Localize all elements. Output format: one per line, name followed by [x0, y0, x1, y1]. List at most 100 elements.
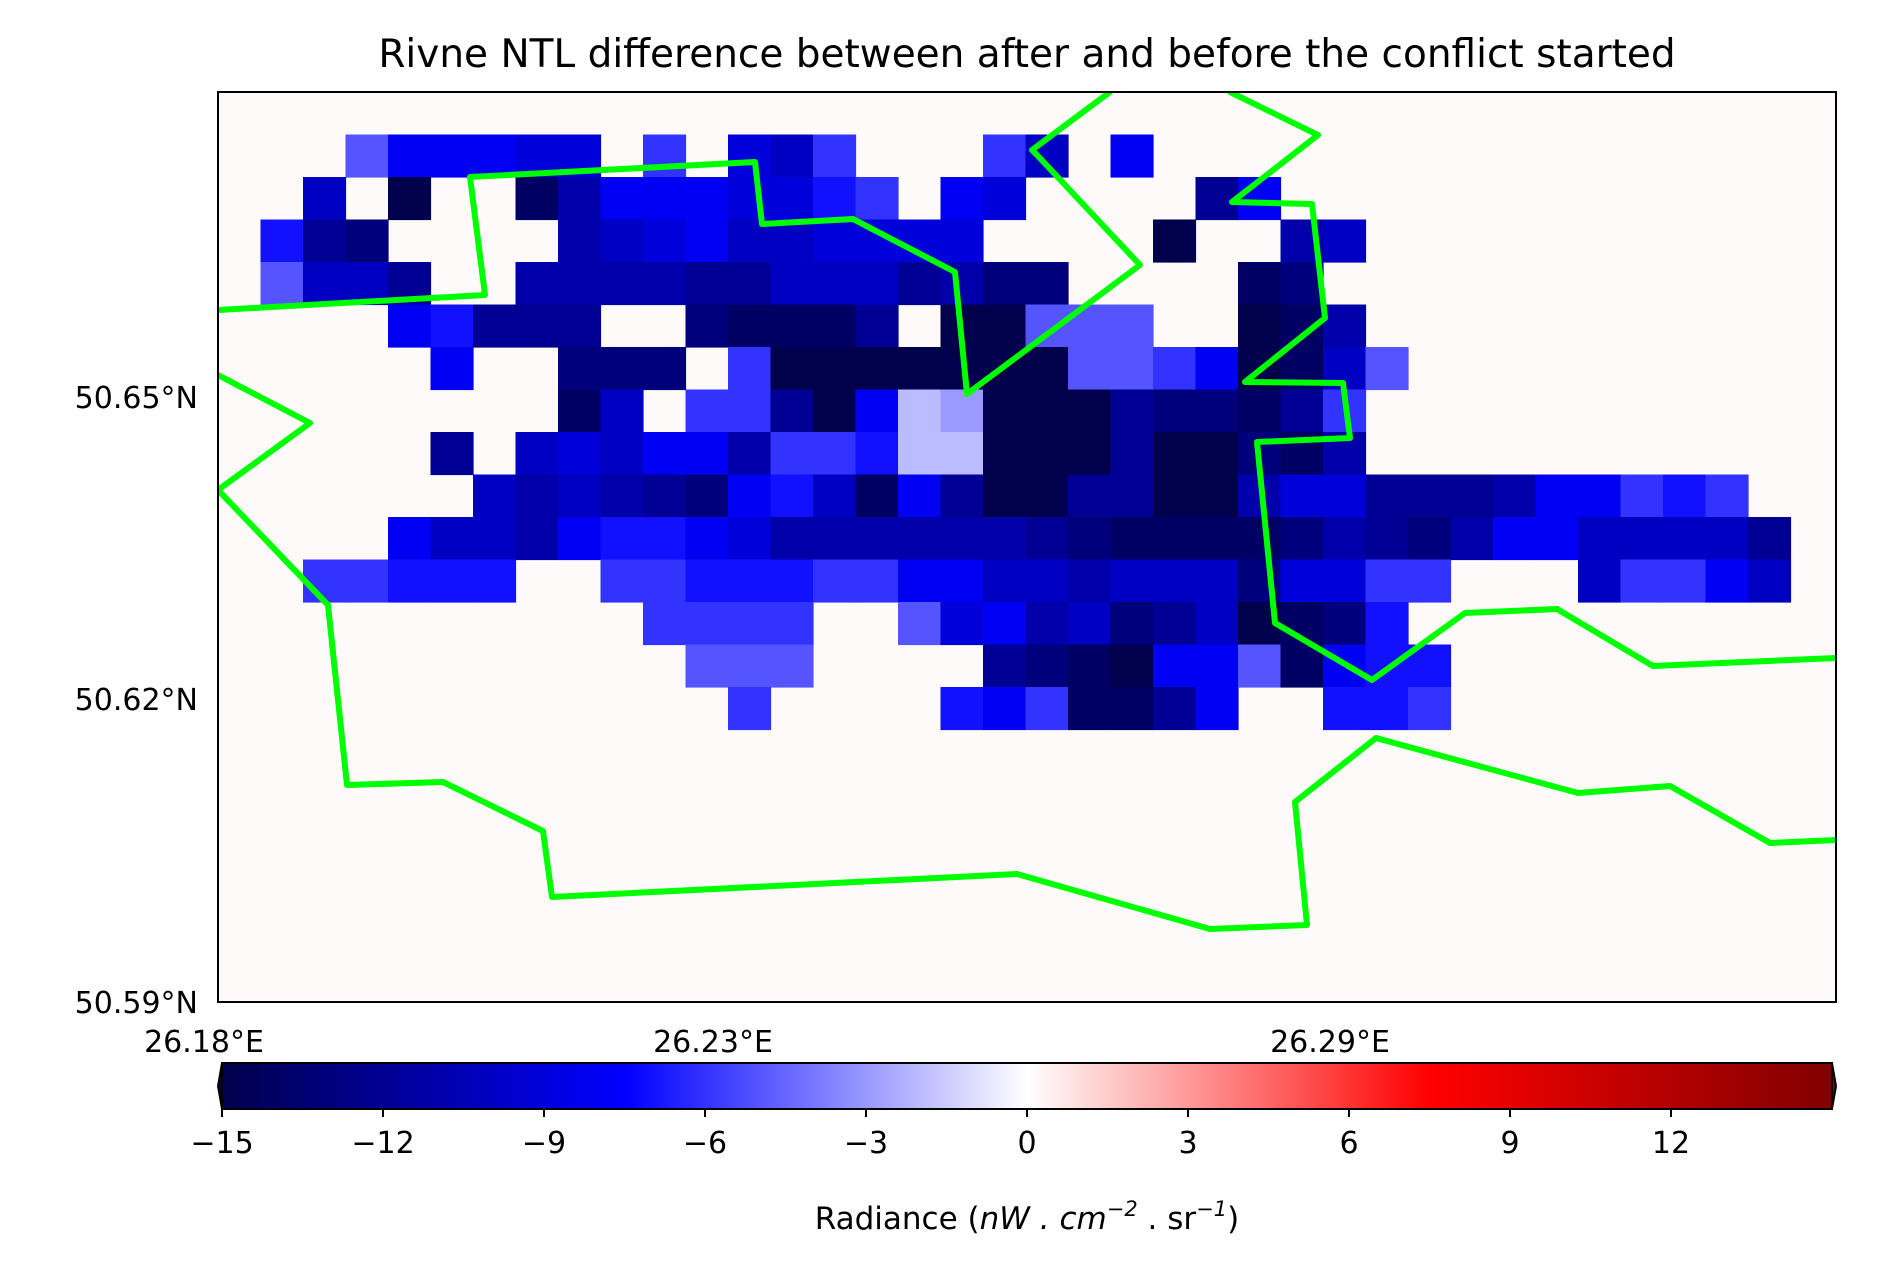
radiance-pixel: [1110, 644, 1154, 688]
radiance-pixel: [1025, 262, 1069, 306]
radiance-pixel: [1620, 474, 1664, 518]
radiance-pixel: [813, 219, 857, 263]
radiance-pixel: [855, 304, 899, 348]
radiance-pixel: [1280, 474, 1324, 518]
radiance-pixel: [388, 304, 432, 348]
radiance-pixel: [685, 177, 729, 221]
radiance-pixel: [1705, 474, 1749, 518]
radiance-pixel: [940, 219, 984, 263]
radiance-pixel: [685, 389, 729, 433]
radiance-pixel: [643, 474, 687, 518]
radiance-pixel: [303, 559, 347, 603]
radiance-pixel: [643, 559, 687, 603]
radiance-pixel: [600, 517, 644, 561]
radiance-pixel: [1578, 474, 1622, 518]
radiance-pixel: [1408, 687, 1452, 731]
radiance-pixel: [1110, 474, 1154, 518]
radiance-pixel: [1450, 474, 1494, 518]
colorbar: −15 −12 −9 −6 −3 0 3 6 9 12 Radiance (nW . cm−2 .…: [190, 1062, 1838, 1237]
radiance-pixel: [430, 432, 474, 476]
radiance-pixel: [685, 219, 729, 263]
radiance-pixel: [728, 517, 772, 561]
radiance-pixel: [558, 474, 602, 518]
radiance-pixel: [813, 432, 857, 476]
radiance-pixel: [855, 432, 899, 476]
radiance-pixel: [898, 602, 942, 646]
radiance-pixel: [770, 177, 814, 221]
radiance-pixel: [1195, 474, 1239, 518]
radiance-pixel: [1110, 134, 1154, 178]
radiance-pixel: [983, 389, 1027, 433]
radiance-pixel: [1450, 517, 1494, 561]
radiance-pixel: [1068, 517, 1112, 561]
radiance-pixel: [1578, 559, 1622, 603]
radiance-pixel: [1195, 559, 1239, 603]
radiance-pixel: [600, 262, 644, 306]
radiance-pixel: [1110, 602, 1154, 646]
radiance-pixel: [1153, 687, 1197, 731]
radiance-pixel: [600, 389, 644, 433]
radiance-pixel: [430, 304, 474, 348]
radiance-pixel: [898, 389, 942, 433]
radiance-pixel: [303, 177, 347, 221]
radiance-pixel: [1025, 602, 1069, 646]
radiance-pixel: [1535, 474, 1579, 518]
radiance-pixel: [1408, 559, 1452, 603]
radiance-pixel: [728, 347, 772, 391]
radiance-pixel: [940, 602, 984, 646]
radiance-pixel: [728, 474, 772, 518]
colorbar-tick-label: 6: [1339, 1126, 1358, 1161]
radiance-pixel: [303, 219, 347, 263]
radiance-pixel: [813, 559, 857, 603]
radiance-pixel: [1238, 304, 1282, 348]
radiance-pixel: [1153, 432, 1197, 476]
colorbar-label-mid: . sr: [1138, 1201, 1197, 1237]
radiance-pixel: [643, 177, 687, 221]
radiance-pixel: [685, 559, 729, 603]
radiance-pixel: [770, 602, 814, 646]
radiance-pixel: [1323, 474, 1367, 518]
radiance-pixel: [1153, 219, 1197, 263]
radiance-pixel: [1153, 347, 1197, 391]
radiance-pixel: [558, 432, 602, 476]
radiance-pixel: [1748, 517, 1792, 561]
radiance-pixel: [813, 347, 857, 391]
radiance-pixel: [898, 474, 942, 518]
radiance-pixel: [728, 432, 772, 476]
city-boundary-northwest: [218, 92, 1143, 397]
radiance-pixel: [345, 219, 389, 263]
radiance-pixel: [728, 389, 772, 433]
radiance-pixel: [940, 432, 984, 476]
radiance-pixel: [1153, 517, 1197, 561]
radiance-pixel: [983, 304, 1027, 348]
radiance-pixel: [643, 134, 687, 178]
radiance-pixel: [983, 432, 1027, 476]
radiance-pixel: [1153, 644, 1197, 688]
radiance-pixel: [558, 389, 602, 433]
radiance-pixel: [855, 347, 899, 391]
radiance-pixel: [1280, 644, 1324, 688]
radiance-pixel: [685, 474, 729, 518]
radiance-pixel: [1620, 517, 1664, 561]
radiance-pixel: [388, 517, 432, 561]
colorbar-label-suffix: ): [1227, 1201, 1239, 1237]
radiance-pixel: [1238, 644, 1282, 688]
radiance-pixel: [643, 517, 687, 561]
radiance-pixel: [430, 134, 474, 178]
radiance-pixel: [983, 559, 1027, 603]
radiance-pixel: [728, 602, 772, 646]
radiance-pixel: [1408, 517, 1452, 561]
radiance-pixel: [388, 559, 432, 603]
radiance-pixel: [388, 177, 432, 221]
colorbar-tick-label: −9: [522, 1126, 566, 1161]
radiance-pixel: [940, 687, 984, 731]
radiance-pixel: [770, 559, 814, 603]
radiance-pixel: [1195, 177, 1239, 221]
radiance-pixel: [430, 559, 474, 603]
radiance-pixel: [515, 262, 559, 306]
radiance-pixel: [813, 389, 857, 433]
radiance-pixel: [1195, 602, 1239, 646]
radiance-pixel: [1323, 602, 1367, 646]
radiance-pixel: [1238, 389, 1282, 433]
radiance-pixel: [515, 304, 559, 348]
